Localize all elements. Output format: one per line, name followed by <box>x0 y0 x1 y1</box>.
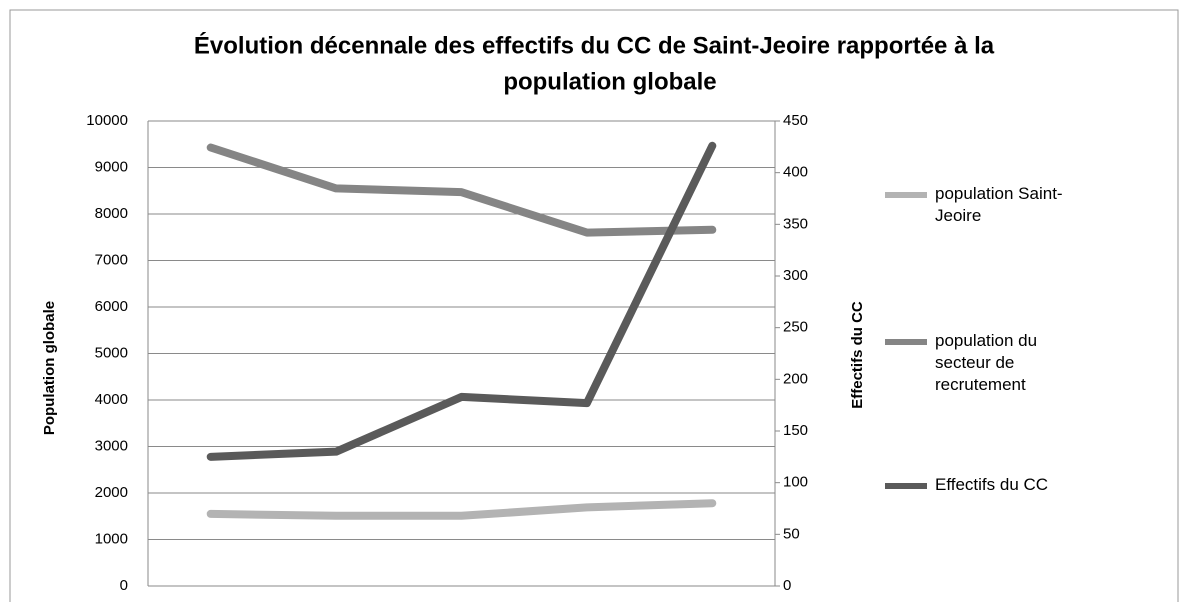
y-tick-label: 10000 <box>86 112 128 129</box>
legend-entry: Effectifs du CC <box>885 474 1085 496</box>
y2-axis-title: Effectifs du CC <box>849 301 866 409</box>
series-line <box>206 499 717 520</box>
y2-tick-label: 300 <box>783 267 808 284</box>
legend-label: population Saint-Jeoire <box>935 184 1063 225</box>
legend-label: population du secteur de recrutement <box>935 331 1038 394</box>
legend-label: Effectifs du CC <box>935 475 1049 494</box>
y2-tick-label: 250 <box>783 319 808 336</box>
y2-tick-label: 150 <box>783 422 808 439</box>
chart-frame <box>9 9 1179 602</box>
legend-entry: population du secteur de recrutement <box>885 330 1085 396</box>
y2-tick-label: 50 <box>783 525 800 542</box>
y2-tick-label: 350 <box>783 215 808 232</box>
y-tick-label: 4000 <box>95 391 128 408</box>
legend-entry: population Saint-Jeoire <box>885 183 1085 227</box>
y2-tick-label: 200 <box>783 370 808 387</box>
series-line <box>206 143 717 237</box>
legend-swatch <box>885 483 927 489</box>
y-tick-label: 9000 <box>95 158 128 175</box>
y-tick-label: 6000 <box>95 298 128 315</box>
y-tick-label: 1000 <box>95 530 128 547</box>
y2-tick-label: 100 <box>783 474 808 491</box>
y2-tick-label: 400 <box>783 164 808 181</box>
y-tick-label: 0 <box>120 577 128 594</box>
series-line <box>206 141 717 461</box>
chart-title: population globale <box>503 68 716 95</box>
legend-swatch <box>885 192 927 198</box>
y-axis-title: Population globale <box>41 301 58 435</box>
legend-swatch <box>885 339 927 345</box>
y-tick-label: 8000 <box>95 205 128 222</box>
y-tick-label: 3000 <box>95 437 128 454</box>
y-tick-label: 5000 <box>95 344 128 361</box>
y2-tick-label: 0 <box>783 577 791 594</box>
y-tick-label: 7000 <box>95 251 128 268</box>
chart-title: Évolution décennale des effectifs du CC … <box>194 31 995 59</box>
y-tick-label: 2000 <box>95 484 128 501</box>
y2-tick-label: 450 <box>783 112 808 129</box>
